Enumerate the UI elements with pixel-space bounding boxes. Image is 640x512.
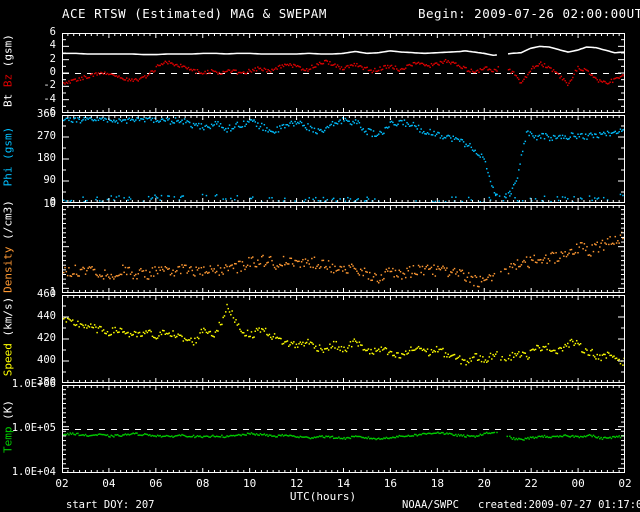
y-tick-mag-6: -6 [43, 106, 56, 118]
y-tick-phi-0: 360 [37, 108, 56, 120]
x-tick-6: 14 [336, 477, 351, 490]
y-tick-temp-1: 1.0E+05 [11, 422, 56, 434]
x-tick-10: 22 [524, 477, 538, 490]
y-tick-phi-2: 180 [37, 152, 56, 164]
plot-area-phi [63, 116, 624, 202]
x-tick-3: 08 [196, 477, 210, 490]
reference-line-mag [63, 73, 624, 74]
x-tick-1: 04 [102, 477, 116, 490]
series-speed-0 [63, 303, 624, 366]
panel-mag [62, 33, 625, 113]
x-tick-11: 00 [571, 477, 585, 490]
series-phi-1 [63, 193, 624, 202]
y-tick-phi-1: 270 [37, 130, 56, 142]
x-tick-5: 12 [289, 477, 304, 490]
y-tick-phi-3: 90 [43, 174, 56, 186]
y-tick-speed-0: 460 [37, 288, 56, 300]
x-tick-2: 06 [149, 477, 163, 490]
x-tick-9: 20 [477, 477, 491, 490]
y-tick-mag-5: -4 [43, 92, 56, 105]
y-tick-speed-1: 440 [37, 310, 56, 322]
panel-speed [62, 295, 625, 383]
y-tick-mag-1: 4 [49, 39, 56, 52]
created-timestamp: created:2009-07-27 01:17:05UTC [478, 499, 640, 511]
data-layer-speed [63, 303, 624, 366]
series-phi-0 [63, 116, 624, 198]
y-tick-density-0: 10 [43, 198, 56, 210]
x-axis-label: UTC(hours) [289, 490, 357, 503]
panel-temp [62, 385, 625, 473]
reference-line-temp [63, 429, 624, 430]
series-temp-0 [63, 431, 624, 441]
y-tick-mag-0: 6 [49, 26, 56, 38]
y-tick-speed-4: 380 [37, 376, 56, 388]
y-tick-temp-0: 1.0E+06 [11, 378, 56, 390]
plot-area-mag [63, 34, 624, 112]
data-layer-phi [63, 116, 624, 202]
panel-phi [62, 115, 625, 203]
begin-timestamp: Begin: 2009-07-26 02:00:00UTC [418, 6, 640, 21]
plot-area-density [63, 206, 624, 292]
y-tick-speed-2: 420 [37, 332, 56, 344]
y-tick-phi-4: 0 [49, 196, 56, 208]
y-tick-mag-2: 2 [49, 52, 56, 65]
y-tick-temp-2: 1.0E+04 [11, 466, 56, 478]
x-tick-12: 02 [618, 477, 632, 490]
series-mag-1 [63, 58, 624, 87]
x-tick-8: 18 [430, 477, 444, 490]
data-layer-density [63, 231, 624, 288]
y-tick-density-1: 1 [49, 286, 56, 298]
x-tick-4: 10 [243, 477, 257, 490]
x-tick-0: 02 [55, 477, 69, 490]
y-tick-speed-3: 400 [37, 354, 56, 366]
page-title: ACE RTSW (Estimated) MAG & SWEPAM [62, 6, 327, 21]
plot-area-speed [63, 296, 624, 382]
start-doy-label: start DOY: 207 [66, 499, 155, 511]
panel-density [62, 205, 625, 293]
data-layer-mag [63, 45, 624, 87]
agency-label: NOAA/SWPC [402, 499, 459, 511]
plot-area-temp [63, 386, 624, 472]
y-tick-mag-3: 0 [49, 66, 56, 78]
series-density-0 [63, 231, 624, 288]
data-layer-temp [63, 431, 624, 441]
y-tick-mag-4: -2 [43, 79, 56, 92]
series-mag-0 [63, 45, 624, 57]
x-tick-7: 16 [383, 477, 398, 490]
